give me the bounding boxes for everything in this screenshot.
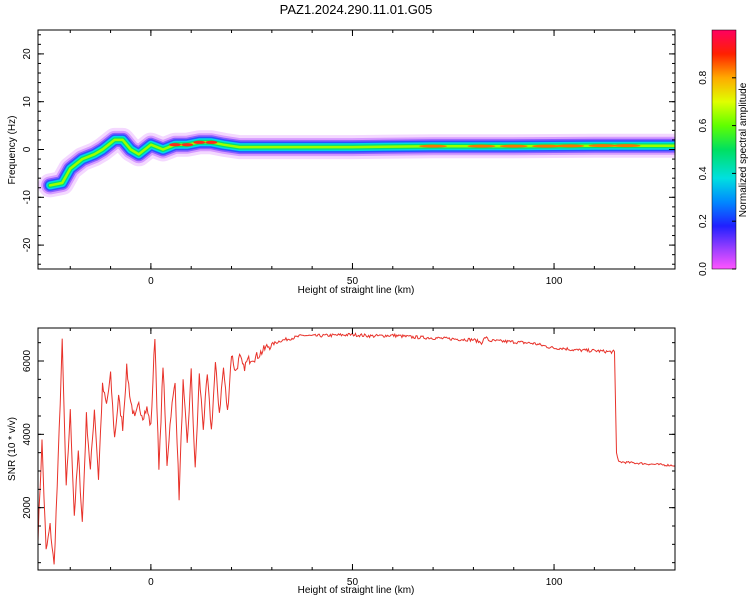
x-tick-label: 0 — [148, 577, 154, 588]
y-tick-label: 0 — [22, 146, 33, 152]
spectrogram-peak — [499, 144, 528, 148]
spectrogram-y-axis: -20 -10 0 10 20 — [22, 34, 675, 265]
x-tick-label: 50 — [347, 577, 359, 588]
x-tick-label: 0 — [148, 276, 154, 287]
snr-plot-area — [38, 328, 675, 570]
colorbar-tick-label: 0.4 — [698, 166, 709, 180]
snr-ylabel: SNR (10 * v/v) — [7, 417, 18, 481]
colorbar-ticks: 0.0 0.2 0.4 0.6 0.8 — [698, 70, 736, 276]
y-tick-label: 4000 — [22, 423, 33, 446]
spectrogram-x-axis: 0 50 100 — [69, 30, 676, 287]
spectrogram-peak — [193, 140, 206, 144]
spectrogram-peak — [169, 143, 182, 147]
colorbar-tick-label: 0.0 — [698, 262, 709, 276]
spectrogram-peak — [419, 144, 448, 148]
snr-panel: 0 50 100 2000 4000 6000 Height of straight l… — [7, 327, 676, 596]
y-tick-label: 20 — [22, 48, 33, 60]
spectrogram-xlabel: Height of straight line (km) — [298, 285, 415, 296]
spectrogram-ylabel: Frequency (Hz) — [7, 116, 18, 185]
y-tick-label: -10 — [22, 190, 33, 205]
x-tick-label: 100 — [546, 577, 563, 588]
spectrogram-peak — [205, 140, 218, 144]
y-tick-label: 10 — [22, 96, 33, 108]
spectrogram-peak — [531, 144, 560, 148]
snr-xlabel: Height of straight line (km) — [298, 585, 415, 596]
colorbar-gradient — [711, 29, 737, 270]
y-tick-label: 2000 — [22, 496, 33, 519]
snr-series-line — [38, 332, 675, 565]
x-tick-label: 100 — [546, 276, 563, 287]
spectrogram-peak — [181, 143, 194, 147]
colorbar-tick-label: 0.6 — [698, 118, 709, 132]
spectrogram-ridge — [38, 127, 675, 198]
y-tick-label: -20 — [22, 237, 33, 252]
colorbar: 0.0 0.2 0.4 0.6 0.8 Normalized spectral ampl… — [698, 29, 749, 276]
spectrogram-peak — [556, 144, 585, 148]
y-tick-label: 6000 — [22, 349, 33, 372]
x-tick-label: 50 — [347, 276, 359, 287]
spectrogram-peak — [612, 144, 641, 148]
snr-y-axis: 2000 4000 6000 — [22, 342, 675, 564]
spectrogram-panel: 0 50 100 -20 -10 0 10 20 Height of straight li… — [7, 29, 676, 296]
colorbar-tick-label: 0.8 — [698, 70, 709, 84]
spectrogram-peak — [467, 144, 496, 148]
figure-title: PAZ1.2024.290.11.01.G05 — [280, 2, 433, 17]
snr-x-axis: 0 50 100 — [69, 328, 676, 588]
colorbar-tick-label: 0.2 — [698, 214, 709, 228]
spectrogram-peak — [588, 144, 617, 148]
colorbar-label: Normalized spectral amplitude — [738, 82, 749, 217]
